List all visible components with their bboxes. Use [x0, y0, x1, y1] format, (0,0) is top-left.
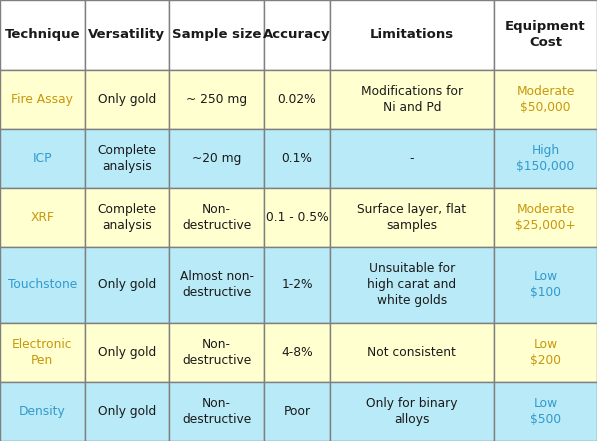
Bar [330, 70, 494, 129]
Text: Non-
destructive: Non- destructive [182, 397, 251, 426]
Text: Touchstone: Touchstone [8, 278, 77, 292]
Bar [85, 0, 169, 70]
Text: Unsuitable for
high carat and
white golds: Unsuitable for high carat and white gold… [367, 262, 457, 307]
Bar [85, 70, 169, 129]
Text: 0.1%: 0.1% [282, 152, 312, 165]
Text: Poor: Poor [284, 405, 310, 418]
Bar [169, 0, 264, 70]
Bar [264, 382, 330, 441]
Text: Fire Assay: Fire Assay [11, 93, 73, 106]
Bar [0, 70, 85, 129]
Text: Only gold: Only gold [98, 346, 156, 359]
Bar [85, 188, 169, 247]
Bar [85, 129, 169, 188]
Text: 1-2%: 1-2% [281, 278, 313, 292]
Text: Moderate
$50,000: Moderate $50,000 [516, 85, 575, 114]
Text: High
$150,000: High $150,000 [516, 144, 575, 173]
Text: ~20 mg: ~20 mg [192, 152, 241, 165]
Text: Sample size: Sample size [172, 28, 261, 41]
Text: Non-
destructive: Non- destructive [182, 338, 251, 367]
Text: Modifications for
Ni and Pd: Modifications for Ni and Pd [361, 85, 463, 114]
Bar [494, 129, 597, 188]
Text: Only gold: Only gold [98, 405, 156, 418]
Text: Low
$500: Low $500 [530, 397, 561, 426]
Bar [0, 323, 85, 382]
Bar [494, 382, 597, 441]
Bar [0, 0, 85, 70]
Text: XRF: XRF [30, 211, 54, 224]
Text: Only for binary
alloys: Only for binary alloys [366, 397, 458, 426]
Bar [0, 247, 85, 323]
Bar [169, 247, 264, 323]
Bar [264, 188, 330, 247]
Text: Surface layer, flat
samples: Surface layer, flat samples [358, 203, 466, 232]
Bar [330, 188, 494, 247]
Bar [264, 323, 330, 382]
Bar [169, 70, 264, 129]
Bar [494, 70, 597, 129]
Bar [264, 129, 330, 188]
Bar [494, 247, 597, 323]
Bar [169, 323, 264, 382]
Bar [264, 247, 330, 323]
Bar [330, 323, 494, 382]
Text: Limitations: Limitations [370, 28, 454, 41]
Bar [330, 0, 494, 70]
Bar [0, 129, 85, 188]
Text: Complete
analysis: Complete analysis [97, 144, 156, 173]
Text: Low
$200: Low $200 [530, 338, 561, 367]
Bar [330, 129, 494, 188]
Text: Complete
analysis: Complete analysis [97, 203, 156, 232]
Bar [494, 0, 597, 70]
Text: -: - [410, 152, 414, 165]
Text: 4-8%: 4-8% [281, 346, 313, 359]
Bar [264, 0, 330, 70]
Bar [494, 323, 597, 382]
Text: Accuracy: Accuracy [263, 28, 331, 41]
Bar [169, 188, 264, 247]
Text: Electronic
Pen: Electronic Pen [12, 338, 73, 367]
Bar [169, 382, 264, 441]
Text: 0.02%: 0.02% [278, 93, 316, 106]
Text: Technique: Technique [5, 28, 80, 41]
Bar [169, 129, 264, 188]
Bar [85, 247, 169, 323]
Text: ~ 250 mg: ~ 250 mg [186, 93, 247, 106]
Text: Versatility: Versatility [88, 28, 165, 41]
Bar [330, 382, 494, 441]
Bar [264, 70, 330, 129]
Bar [0, 188, 85, 247]
Text: Only gold: Only gold [98, 93, 156, 106]
Text: Equipment
Cost: Equipment Cost [505, 20, 586, 49]
Text: Non-
destructive: Non- destructive [182, 203, 251, 232]
Text: Only gold: Only gold [98, 278, 156, 292]
Text: ICP: ICP [33, 152, 52, 165]
Bar [494, 188, 597, 247]
Text: Almost non-
destructive: Almost non- destructive [180, 270, 254, 299]
Bar [330, 247, 494, 323]
Text: Not consistent: Not consistent [368, 346, 456, 359]
Text: Density: Density [19, 405, 66, 418]
Bar [0, 382, 85, 441]
Text: Low
$100: Low $100 [530, 270, 561, 299]
Text: 0.1 - 0.5%: 0.1 - 0.5% [266, 211, 328, 224]
Text: Moderate
$25,000+: Moderate $25,000+ [515, 203, 576, 232]
Bar [85, 382, 169, 441]
Bar [85, 323, 169, 382]
